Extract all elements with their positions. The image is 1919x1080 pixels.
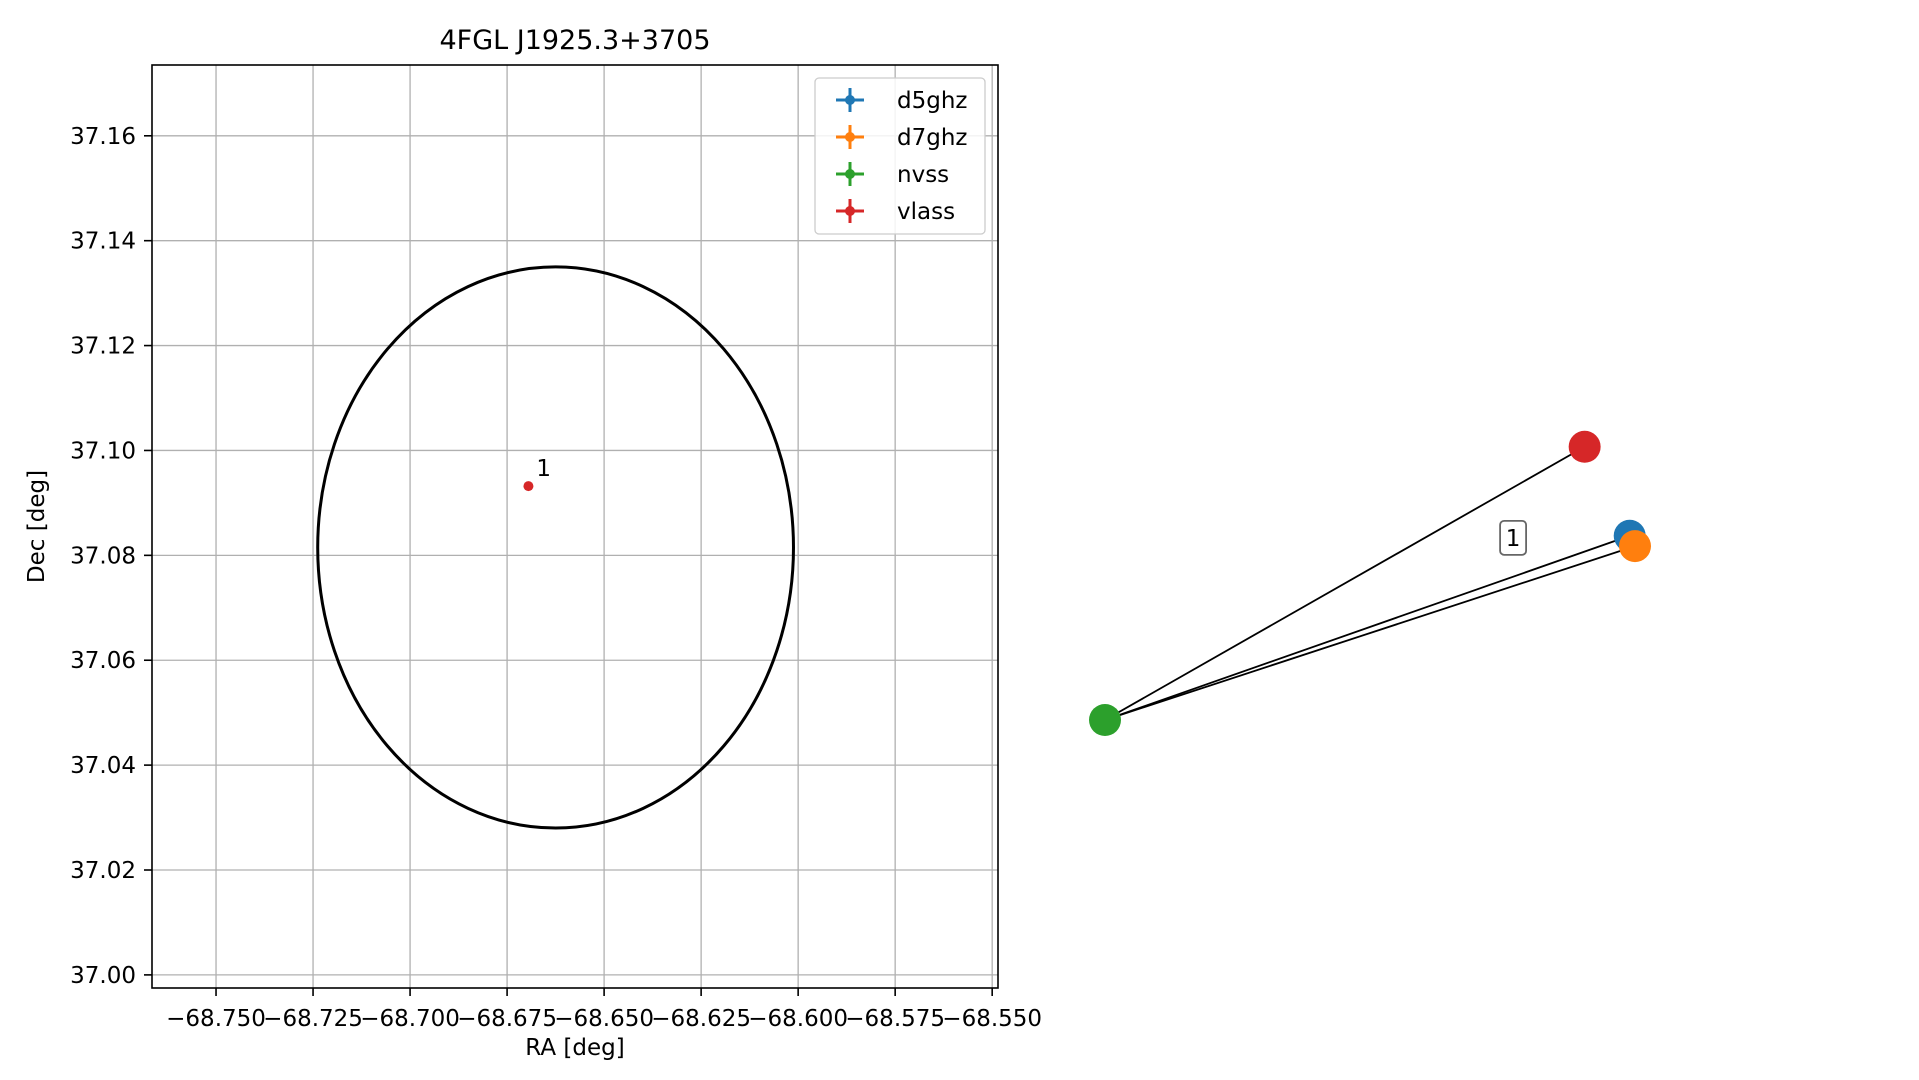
sky-position-chart: 4FGL J1925.3+3705 1 −68.750−68.725−68.70… [24,25,1042,1061]
legend-entry-nvss: nvss [836,162,949,188]
label-box [1499,519,1527,556]
localization-ellipse [316,265,795,830]
y-ticks: 37.00 37.02 37.04 37.06 37.08 37.10 37.12 37.14… [70,124,152,989]
catalog-association-graph: 1 [1089,430,1651,736]
x-tick-label: −68.575 [845,1006,945,1032]
y-tick-label: 37.08 [70,543,136,569]
y-tick-label: 37.14 [70,229,136,255]
y-tick-label: 37.12 [70,334,136,360]
legend-label: vlass [897,199,955,225]
legend-entry-vlass: vlass [836,199,955,225]
y-tick-label: 37.16 [70,124,136,150]
y-tick-label: 37.10 [70,438,136,464]
node-nvss [1089,704,1121,736]
chart-title: 4FGL J1925.3+3705 [439,25,710,56]
graph-nodes [1089,430,1651,736]
vlass-point [523,481,534,492]
x-tick-label: −68.725 [263,1006,363,1032]
x-tick-label: −68.600 [748,1006,848,1032]
legend-entry-d7ghz: d7ghz [836,125,967,151]
x-tick-label: −68.550 [942,1006,1042,1032]
y-tick-label: 37.06 [70,648,136,674]
grid [152,65,998,988]
legend-marker [845,95,855,105]
y-tick-label: 37.04 [70,753,136,779]
x-ticks: −68.750−68.725−68.700−68.675−68.650−68.6… [166,988,1042,1032]
x-tick-label: −68.700 [360,1006,460,1032]
y-tick-label: 37.02 [70,858,136,884]
legend-entry-d5ghz: d5ghz [836,88,967,114]
graph-edges [1104,445,1636,721]
legend-marker [845,132,855,142]
node-d7ghz [1619,530,1651,563]
edge-nvss-d5ghz [1104,534,1630,721]
graph-labels: 1 [1499,519,1527,556]
x-tick-label: −68.625 [651,1006,751,1032]
legend-marker [845,169,855,179]
axes [151,64,999,989]
x-axis-label: RA [deg] [525,1035,624,1061]
x-tick-label: −68.750 [166,1006,266,1032]
legend-label: d5ghz [897,88,967,114]
y-axis-label: Dec [deg] [24,470,50,583]
source-points: 1 [523,456,551,492]
y-tick-label: 37.00 [70,963,136,989]
node-vlass [1568,430,1601,463]
x-tick-label: −68.675 [457,1006,557,1032]
legend-marker [845,206,855,216]
graph-box-label: 1 [1499,519,1527,556]
legend-box [814,77,986,235]
axes-frame [151,64,999,989]
legend: d5ghz d7ghz nvss vlass [814,77,986,235]
legend-label: nvss [897,162,949,188]
point-annotation: 1 [536,456,551,482]
x-tick-label: −68.650 [554,1006,654,1032]
legend-label: d7ghz [897,125,967,151]
ellipse-outline [316,265,795,830]
label-text: 1 [1506,526,1521,552]
edge-nvss-vlass [1104,445,1586,721]
edge-nvss-d7ghz [1104,545,1636,721]
